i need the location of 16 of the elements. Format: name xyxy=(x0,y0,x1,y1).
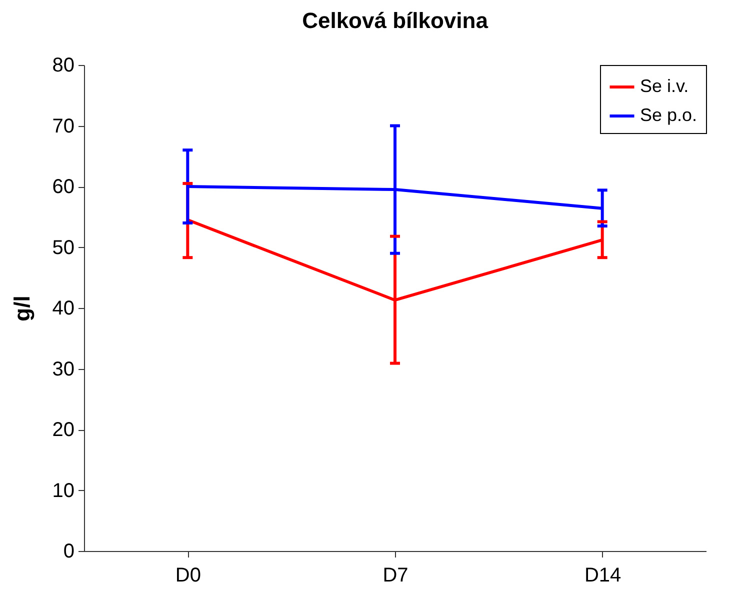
y-axis-title: g/l xyxy=(9,296,34,322)
y-tick-label: 10 xyxy=(52,480,74,502)
x-tick-label: D7 xyxy=(382,564,408,586)
x-tick-label: D14 xyxy=(584,564,622,586)
y-tick-label: 80 xyxy=(52,54,74,76)
legend-label: Se i.v. xyxy=(640,76,689,96)
y-tick-label: 70 xyxy=(52,115,74,138)
y-tick-label: 30 xyxy=(52,358,74,380)
y-tick-label: 20 xyxy=(52,419,74,441)
legend-label: Se p.o. xyxy=(640,105,698,125)
y-tick-label: 50 xyxy=(52,236,74,259)
y-tick-label: 40 xyxy=(52,298,74,320)
x-tick-label: D0 xyxy=(175,564,201,586)
y-tick-label: 0 xyxy=(63,540,74,562)
y-tick-label: 60 xyxy=(52,176,74,198)
chart-title: Celková bílkovina xyxy=(302,8,489,33)
